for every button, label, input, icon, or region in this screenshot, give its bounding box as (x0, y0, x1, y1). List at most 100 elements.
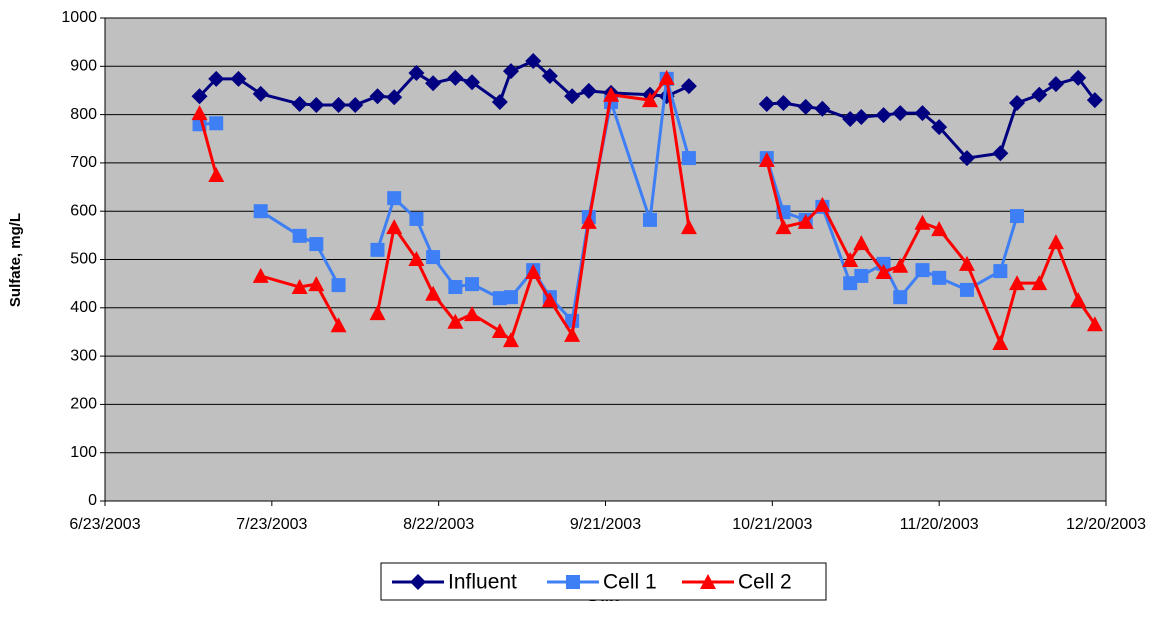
marker (426, 250, 441, 265)
marker (491, 94, 508, 111)
y-tick-label: 900 (70, 58, 97, 75)
marker (425, 75, 442, 92)
marker (1070, 292, 1087, 308)
marker (681, 151, 696, 166)
y-tick-label: 500 (70, 251, 97, 268)
marker (1086, 92, 1103, 109)
marker (875, 264, 892, 280)
marker (230, 70, 247, 87)
marker (410, 574, 426, 590)
marker (386, 89, 403, 106)
legend: Influent Cell 1 Cell 2 (380, 562, 827, 601)
x-tick-label: 9/21/2003 (570, 516, 641, 533)
marker (252, 267, 269, 283)
marker (191, 105, 208, 121)
marker (892, 105, 909, 122)
marker (993, 264, 1008, 279)
y-tick-label: 100 (70, 444, 97, 461)
marker (331, 278, 346, 293)
marker (854, 268, 869, 283)
y-tick-label: 700 (70, 154, 97, 171)
marker (797, 213, 814, 229)
marker (566, 575, 580, 589)
marker (1031, 86, 1048, 103)
marker (959, 282, 974, 297)
x-tick-label: 12/20/2003 (1066, 516, 1146, 533)
marker (491, 322, 508, 338)
marker (797, 98, 814, 115)
marker (1070, 69, 1087, 86)
marker (447, 313, 464, 329)
marker (447, 69, 464, 86)
y-tick-label: 800 (70, 106, 97, 123)
marker (932, 270, 947, 285)
marker (775, 95, 792, 112)
marker (502, 63, 519, 80)
marker (387, 191, 402, 206)
marker (464, 74, 481, 91)
marker (958, 255, 975, 271)
marker (330, 317, 347, 333)
legend-label: Influent (448, 571, 517, 594)
marker (191, 88, 208, 105)
marker (386, 219, 403, 235)
marker (814, 100, 831, 117)
marker (425, 285, 442, 301)
marker (658, 69, 675, 85)
marker (209, 116, 224, 131)
x-tick-label: 8/22/2003 (403, 516, 474, 533)
x-tick-label: 6/23/2003 (69, 516, 140, 533)
marker (525, 52, 542, 69)
marker (641, 92, 658, 108)
marker (842, 110, 859, 127)
y-tick-label: 600 (70, 202, 97, 219)
marker (914, 214, 931, 230)
marker (503, 290, 518, 305)
marker (291, 279, 308, 295)
marker (853, 109, 870, 126)
marker (875, 107, 892, 124)
marker (308, 276, 325, 292)
marker (448, 280, 463, 295)
marker (1086, 316, 1103, 332)
marker (208, 166, 225, 182)
marker (541, 292, 558, 308)
marker (309, 237, 324, 252)
marker (408, 65, 425, 82)
marker (1047, 76, 1064, 93)
marker (502, 332, 519, 348)
marker (541, 67, 558, 84)
marker (465, 277, 480, 292)
marker (409, 211, 424, 226)
marker (292, 228, 307, 243)
y-tick-label: 400 (70, 299, 97, 316)
marker (369, 305, 386, 321)
marker (680, 219, 697, 235)
legend-label: Cell 2 (738, 571, 792, 594)
y-tick-label: 0 (88, 492, 97, 509)
series-line (199, 77, 1019, 323)
marker (992, 145, 1009, 162)
x-tick-label: 7/23/2003 (236, 516, 307, 533)
marker (564, 88, 581, 105)
marker (291, 95, 308, 112)
marker (603, 86, 620, 102)
x-tick-label: 11/20/2003 (900, 516, 979, 533)
marker (814, 196, 831, 212)
marker (1010, 209, 1025, 224)
marker (775, 219, 792, 235)
marker (208, 70, 225, 87)
marker (252, 85, 269, 102)
y-axis-label: Sulfate, mg/L (7, 213, 24, 307)
marker (893, 290, 908, 305)
marker (642, 212, 657, 227)
y-tick-label: 300 (70, 347, 97, 364)
marker (931, 221, 948, 237)
marker (914, 105, 931, 122)
legend-label: Cell 1 (603, 571, 657, 594)
marker (758, 152, 775, 168)
marker (853, 235, 870, 251)
marker (931, 119, 948, 136)
marker (580, 213, 597, 229)
